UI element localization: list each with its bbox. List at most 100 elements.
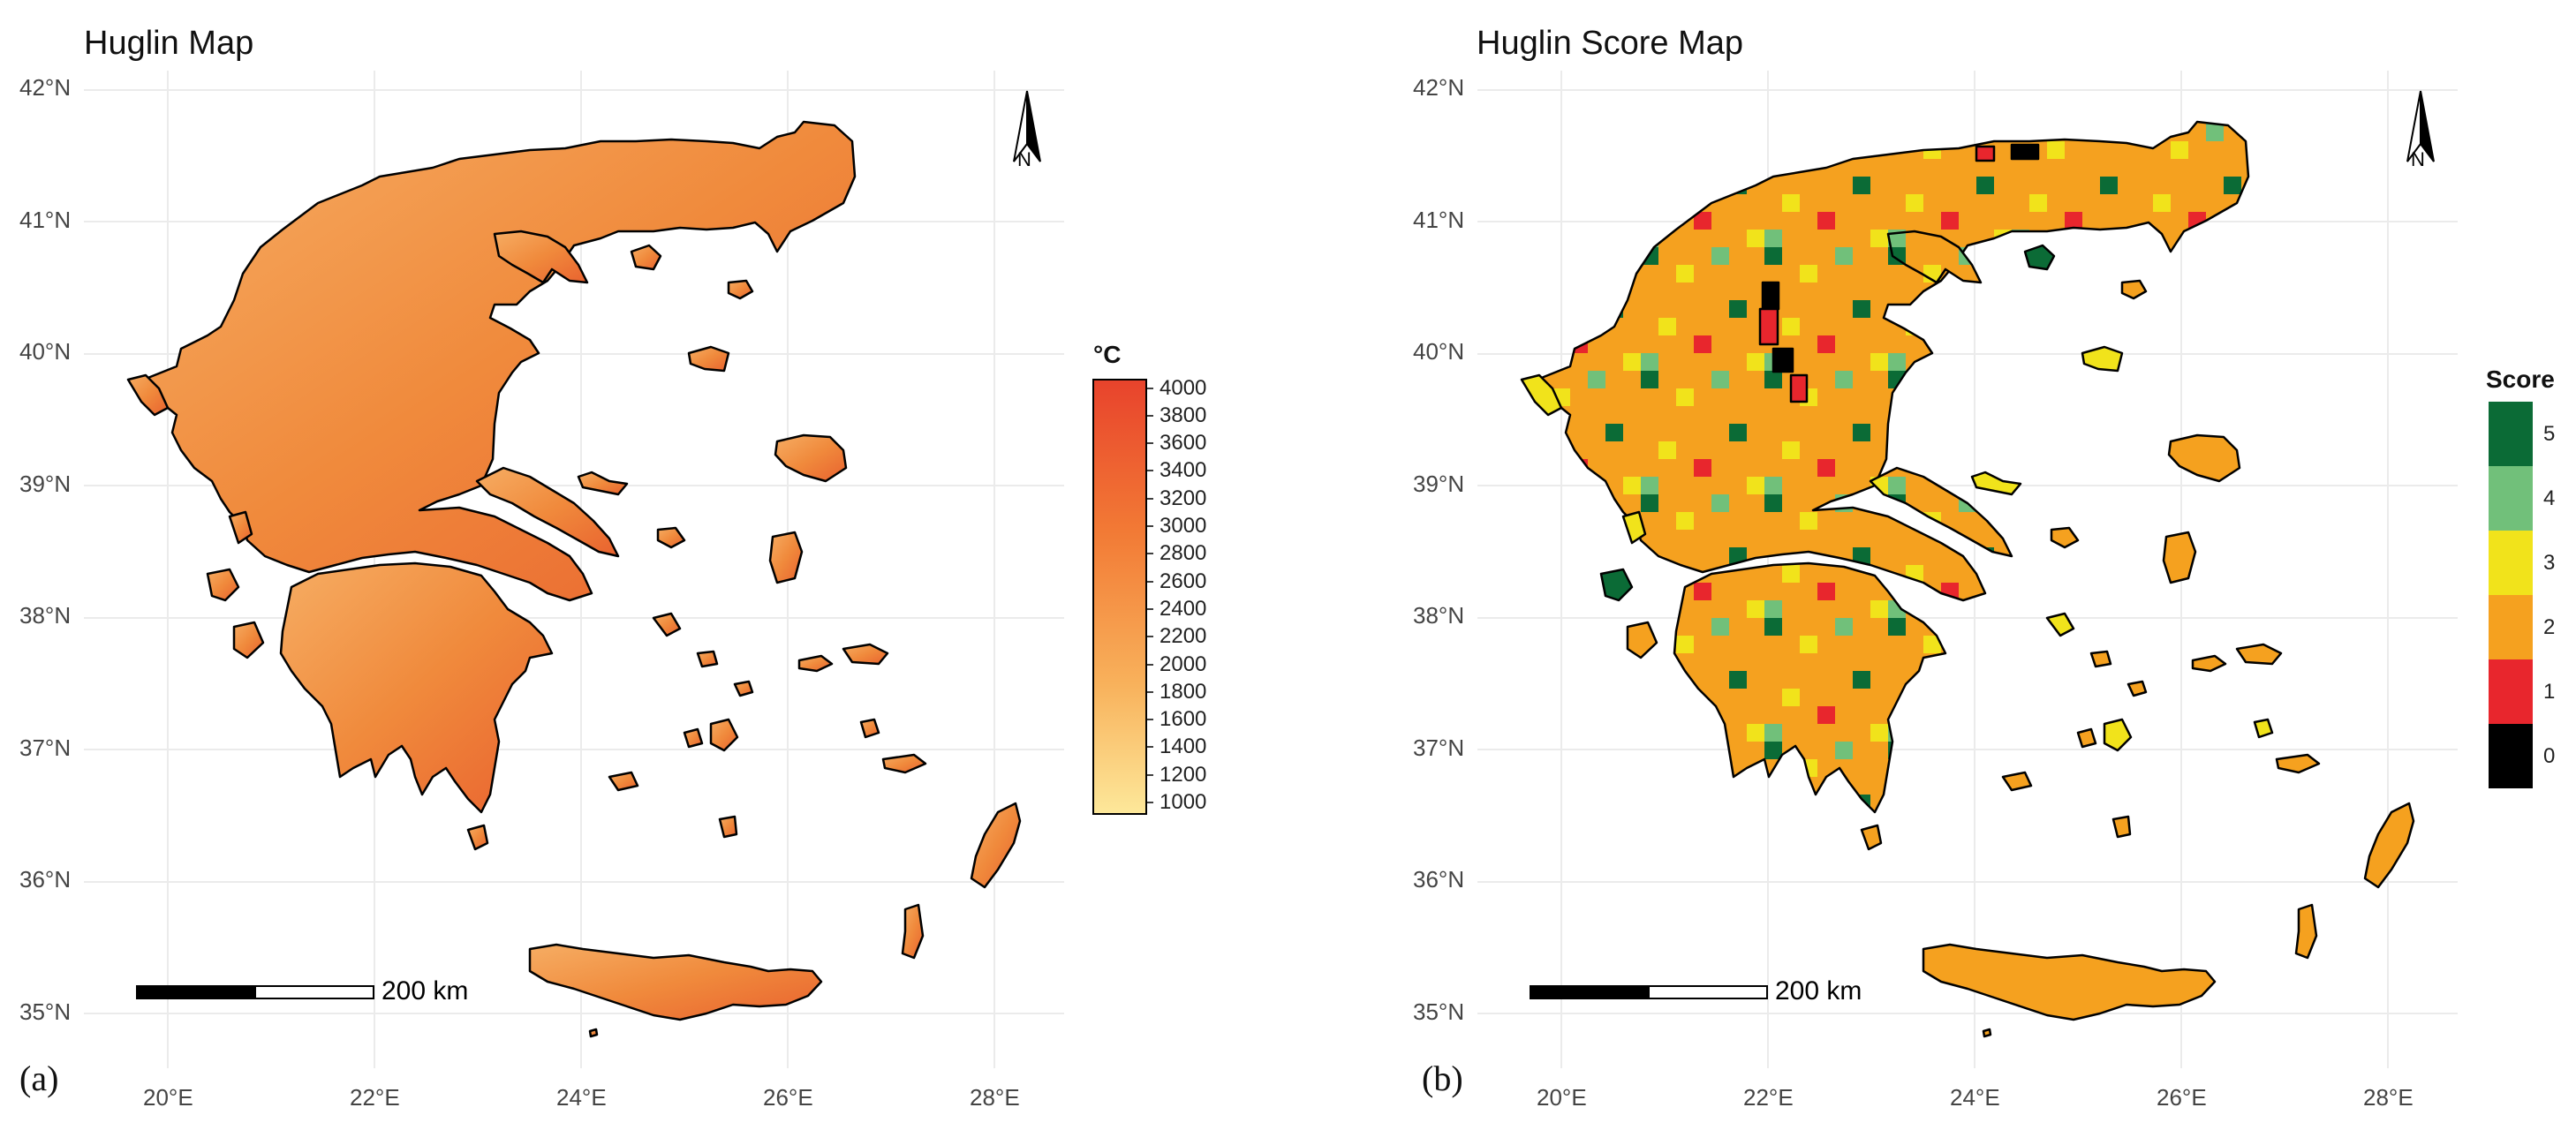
peloponnese [279, 561, 554, 814]
lat-label: 42°N [19, 74, 72, 101]
thasos [630, 244, 662, 271]
zakynthos [232, 621, 265, 659]
colorbar-ticks [1146, 388, 1153, 803]
mykonos [2127, 680, 2148, 697]
score-cell-red [1975, 145, 1996, 162]
chios [2162, 531, 2197, 584]
legend-tick: 2400 [1160, 597, 1207, 621]
score-cell-red [1789, 373, 1809, 403]
corfu [1520, 373, 1563, 417]
lat-label: 36°N [1413, 866, 1465, 893]
paros [683, 727, 704, 749]
legend-tick: 2200 [1160, 624, 1207, 648]
kythira [1860, 824, 1883, 851]
score-cell-black [1771, 347, 1794, 373]
greece-land-panel-a [126, 120, 1022, 1038]
karpathos [901, 903, 925, 960]
limnos [687, 345, 730, 373]
lat-label: 35°N [19, 998, 72, 1025]
lon-label: 22°E [1743, 1084, 1794, 1111]
lat-label: 40°N [1413, 338, 1465, 365]
lon-label: 28°E [970, 1084, 1020, 1111]
euboea [475, 466, 620, 558]
sporades [577, 471, 629, 496]
andros [2045, 612, 2075, 637]
legend-tick: 2000 [1160, 652, 1207, 676]
crete [1922, 943, 2217, 1021]
lon-label: 24°E [1950, 1084, 2000, 1111]
kalymnos [859, 718, 880, 739]
legend-tick: 4000 [1160, 376, 1207, 400]
lefkada [1621, 510, 1647, 545]
kefalonia [206, 568, 240, 602]
lat-label: 39°N [19, 471, 72, 497]
north-label-b: N [2411, 148, 2425, 170]
scale-label-b: 200 km [1775, 976, 1862, 1006]
milos [2001, 771, 2033, 792]
lat-label: 42°N [1413, 74, 1465, 101]
lon-label: 20°E [1537, 1084, 1587, 1111]
greece-land-panel-b [1520, 120, 2415, 1038]
lesvos [2167, 433, 2241, 483]
tinos [2089, 650, 2112, 668]
panel-letter-b: (b) [1422, 1058, 1463, 1098]
swatch-score-0 [2489, 724, 2533, 788]
legend-tick: 1000 [1160, 790, 1207, 814]
limnos [2081, 345, 2124, 373]
thasos [2023, 244, 2056, 271]
score-legend-swatches [2489, 402, 2533, 788]
legend-class-label: 0 [2543, 744, 2556, 768]
mykonos [733, 680, 754, 697]
legend-class-label: 1 [2543, 680, 2556, 704]
skyros [2050, 526, 2080, 549]
lat-label: 39°N [1413, 471, 1465, 497]
score-cell-red [1758, 307, 1779, 346]
legend-tick: 3800 [1160, 403, 1207, 427]
tinos [696, 650, 719, 668]
legend-tick: 1200 [1160, 763, 1207, 787]
legend-tick: 1400 [1160, 734, 1207, 758]
legend-class-label: 5 [2543, 422, 2556, 446]
naxos [2103, 718, 2133, 752]
legend-tick: 1600 [1160, 707, 1207, 731]
swatch-score-5 [2489, 402, 2533, 466]
sporades [1970, 471, 2022, 496]
andros [652, 612, 682, 637]
lon-label: 22°E [350, 1084, 400, 1111]
kythira [466, 824, 489, 851]
kos [881, 753, 927, 774]
samothraki [2120, 279, 2148, 300]
naxos [709, 718, 739, 752]
lon-label: 26°E [763, 1084, 813, 1111]
north-label-a: N [1017, 148, 1031, 170]
scale-bar-b [1530, 985, 1768, 999]
legend-tick: 3400 [1160, 458, 1207, 482]
kos [2275, 753, 2321, 774]
legend-class-label: 2 [2543, 615, 2556, 639]
lon-label: 24°E [556, 1084, 607, 1111]
milos [608, 771, 639, 792]
ikaria [842, 643, 889, 666]
lon-label: 20°E [143, 1084, 193, 1111]
crete [528, 943, 823, 1021]
lat-label: 38°N [1413, 602, 1465, 629]
lat-label: 35°N [1413, 998, 1465, 1025]
corfu [126, 373, 170, 417]
swatch-score-2 [2489, 595, 2533, 659]
zakynthos [1626, 621, 1658, 659]
peloponnese [1673, 561, 1947, 814]
gavdos [588, 1028, 599, 1038]
skyros [656, 526, 686, 549]
lat-label: 40°N [19, 338, 72, 365]
swatch-score-3 [2489, 531, 2533, 595]
lesvos [774, 433, 848, 483]
kalymnos [2253, 718, 2274, 739]
north-arrow-b [2406, 90, 2435, 162]
score-cell-black [1761, 281, 1780, 311]
chios [768, 531, 804, 584]
legend-class-label: 3 [2543, 551, 2556, 575]
score-cell-black [2010, 143, 2040, 161]
rhodes [2363, 802, 2415, 889]
legend-class-label: 4 [2543, 486, 2556, 510]
